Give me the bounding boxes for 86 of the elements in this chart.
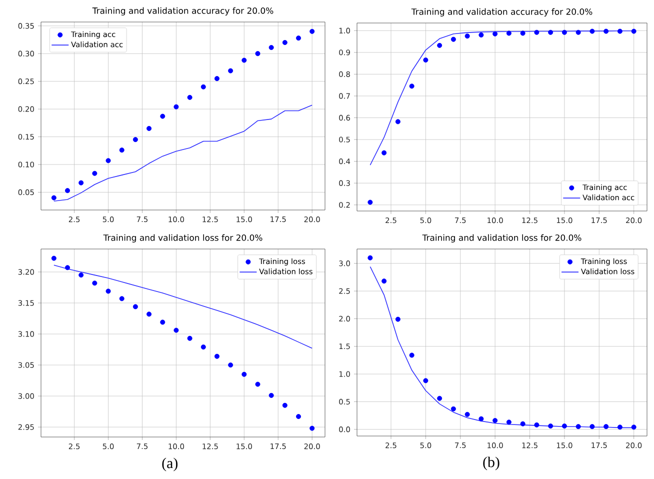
- point: [268, 45, 274, 50]
- point: [382, 278, 387, 284]
- point: [506, 30, 512, 36]
- point: [464, 412, 470, 417]
- point: [562, 424, 567, 429]
- point: [187, 336, 192, 341]
- point: [214, 354, 220, 359]
- point: [92, 170, 98, 176]
- point: [562, 30, 567, 35]
- point: [106, 288, 111, 294]
- point: [464, 34, 470, 39]
- point: [437, 396, 442, 401]
- point: [160, 320, 166, 325]
- point: [228, 68, 234, 74]
- chart-title: Training and validation accuracy for 20.0%: [92, 7, 274, 16]
- point: [92, 280, 98, 286]
- point: [520, 421, 526, 426]
- point: [437, 42, 442, 48]
- point: [119, 148, 124, 153]
- chart-title: Training and validation loss for 20.0%: [422, 234, 582, 243]
- point: [395, 316, 400, 322]
- point: [146, 126, 152, 131]
- point: [548, 424, 554, 429]
- point: [200, 84, 206, 90]
- point: [520, 30, 526, 36]
- point: [268, 392, 274, 398]
- point: [65, 265, 70, 270]
- point: [590, 28, 595, 34]
- point: [310, 426, 315, 431]
- point: [478, 416, 484, 422]
- point: [174, 104, 179, 110]
- point: [132, 304, 138, 310]
- point: [214, 76, 220, 82]
- point: [296, 414, 302, 420]
- point: [368, 255, 373, 260]
- point: [187, 94, 192, 100]
- point: [132, 137, 138, 142]
- point: [617, 28, 622, 34]
- point: [78, 272, 84, 278]
- point: [146, 312, 152, 317]
- point: [51, 195, 56, 200]
- point: [119, 296, 124, 302]
- point: [631, 424, 636, 430]
- point: [310, 28, 315, 34]
- point: [242, 372, 247, 377]
- point: [492, 418, 498, 424]
- point: [534, 30, 540, 35]
- point: [296, 36, 302, 41]
- point: [409, 352, 414, 358]
- point: [631, 28, 636, 34]
- point: [548, 30, 554, 35]
- point: [368, 200, 373, 205]
- point: [590, 424, 595, 430]
- point: [534, 422, 540, 428]
- point: [423, 58, 428, 63]
- point: [51, 256, 56, 261]
- point: [478, 32, 484, 38]
- chart-title: Training and validation accuracy for 20.0%: [411, 8, 592, 17]
- point: [617, 424, 622, 430]
- point: [242, 58, 247, 63]
- point: [604, 424, 609, 430]
- point: [228, 362, 234, 368]
- point: [106, 158, 111, 164]
- text: (a): [162, 458, 178, 472]
- point: [78, 180, 84, 186]
- point: [160, 114, 166, 119]
- point: [282, 40, 288, 46]
- point: [576, 424, 581, 430]
- point: [200, 344, 206, 350]
- point: [382, 150, 387, 156]
- point: [255, 51, 260, 56]
- point: [255, 382, 260, 387]
- point: [282, 402, 288, 408]
- point: [395, 119, 400, 124]
- point: [174, 328, 179, 333]
- text: (b): [483, 456, 500, 470]
- point: [409, 84, 414, 89]
- point: [604, 28, 609, 34]
- point: [576, 30, 581, 35]
- point: [65, 188, 70, 194]
- point: [450, 406, 456, 412]
- point: [423, 378, 428, 384]
- point: [506, 420, 512, 425]
- point: [492, 31, 498, 36]
- point: [450, 36, 456, 42]
- chart-title: Training and validation loss for 20.0%: [103, 234, 262, 243]
